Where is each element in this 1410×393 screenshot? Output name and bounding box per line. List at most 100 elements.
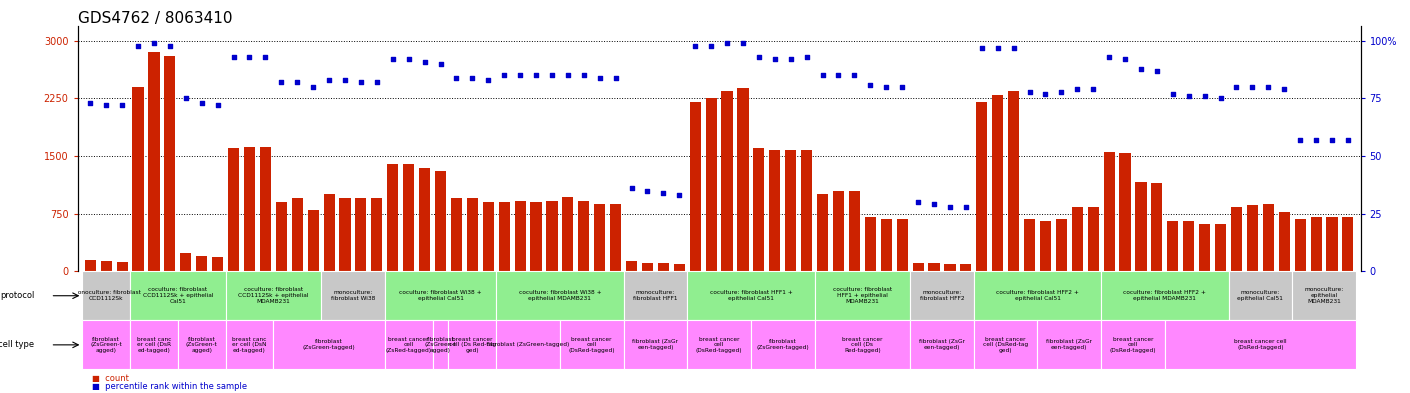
Point	[127, 42, 149, 49]
Bar	[928, 263, 939, 271]
Point	[828, 72, 850, 79]
Point	[1210, 95, 1232, 102]
Text: GSM1022351: GSM1022351	[565, 274, 571, 321]
Text: GSM1022401: GSM1022401	[1297, 274, 1303, 321]
Bar	[165, 56, 175, 271]
Point	[907, 199, 929, 205]
Bar	[226, 271, 321, 320]
Bar	[515, 200, 526, 271]
Bar	[323, 195, 334, 271]
Text: breast cancer
cell (DsRed-tag
ged): breast cancer cell (DsRed-tag ged)	[983, 336, 1028, 353]
Bar	[1279, 212, 1290, 271]
Point	[190, 100, 213, 106]
Text: GSM1022370: GSM1022370	[740, 274, 746, 321]
Text: coculture: fibroblast Wi38 +
epithelial MDAMB231: coculture: fibroblast Wi38 + epithelial …	[519, 290, 601, 301]
Point	[970, 45, 993, 51]
Bar	[467, 198, 478, 271]
Bar	[82, 320, 130, 369]
Point	[1225, 84, 1248, 90]
Text: GSM1022369: GSM1022369	[725, 274, 730, 321]
Point	[1114, 56, 1136, 62]
Point	[398, 56, 420, 62]
Bar	[403, 164, 415, 271]
Text: GSM1022326: GSM1022326	[103, 274, 109, 321]
Text: GSM1022336: GSM1022336	[310, 274, 316, 321]
Text: GSM1022377: GSM1022377	[915, 274, 921, 321]
Bar	[419, 167, 430, 271]
Bar	[689, 102, 701, 271]
Text: GSM1022386: GSM1022386	[994, 274, 1001, 321]
Bar	[1183, 221, 1194, 271]
Text: GSM1022375: GSM1022375	[836, 274, 842, 321]
Point	[429, 61, 451, 67]
Text: GSM1022335: GSM1022335	[295, 274, 300, 321]
Point	[780, 56, 802, 62]
Bar	[849, 191, 860, 271]
Bar	[130, 271, 226, 320]
Point	[1034, 91, 1056, 97]
Point	[1018, 88, 1041, 95]
Text: monoculture:
fibroblast HFF1: monoculture: fibroblast HFF1	[633, 290, 678, 301]
Point	[175, 95, 197, 102]
Point	[605, 75, 627, 81]
Bar	[563, 197, 574, 271]
Text: GSM1022363: GSM1022363	[756, 274, 761, 321]
Bar	[1215, 224, 1227, 271]
Point	[811, 72, 833, 79]
Point	[254, 54, 276, 60]
Bar	[1292, 271, 1356, 320]
Point	[79, 100, 102, 106]
Text: coculture: fibroblast
CCD1112Sk + epithelial
Cal51: coculture: fibroblast CCD1112Sk + epithe…	[142, 287, 213, 304]
Bar	[801, 150, 812, 271]
Point	[1304, 137, 1327, 143]
Text: GSM1022399: GSM1022399	[1265, 274, 1272, 321]
Text: GSM1022357: GSM1022357	[533, 274, 539, 321]
Bar	[1342, 217, 1354, 271]
Text: GSM1022354: GSM1022354	[612, 274, 619, 320]
Point	[859, 81, 881, 88]
Bar	[117, 262, 128, 271]
Text: coculture: fibroblast
CCD1112Sk + epithelial
MDAMB231: coculture: fibroblast CCD1112Sk + epithe…	[238, 287, 309, 304]
Point	[334, 77, 357, 83]
Bar	[448, 320, 496, 369]
Text: monoculture:
fibroblast Wi38: monoculture: fibroblast Wi38	[331, 290, 375, 301]
Bar	[1101, 320, 1165, 369]
Text: GSM1022391: GSM1022391	[1201, 274, 1207, 321]
Point	[1145, 68, 1167, 74]
Text: GSM1022333: GSM1022333	[166, 274, 173, 321]
Text: GSM1022397: GSM1022397	[1234, 274, 1239, 321]
Bar	[530, 202, 541, 271]
Bar	[321, 271, 385, 320]
Point	[509, 72, 532, 79]
Text: coculture: fibroblast
HFF1 + epithelial
MDAMB231: coculture: fibroblast HFF1 + epithelial …	[833, 287, 893, 304]
Point	[557, 72, 580, 79]
Text: GSM1022342: GSM1022342	[358, 274, 364, 320]
Point	[1193, 93, 1215, 99]
Text: GSM1022403: GSM1022403	[1330, 274, 1335, 321]
Text: GSM1022334: GSM1022334	[278, 274, 285, 321]
Point	[1081, 86, 1104, 92]
Text: GSM1022345: GSM1022345	[470, 274, 475, 320]
Text: GSM1022356: GSM1022356	[517, 274, 523, 321]
Point	[477, 77, 499, 83]
Text: fibroblast
(ZsGreen-t
agged): fibroblast (ZsGreen-t agged)	[424, 336, 457, 353]
Text: GSM1022329: GSM1022329	[199, 274, 204, 321]
Bar	[752, 320, 815, 369]
Bar	[881, 219, 893, 271]
Text: ■  count: ■ count	[92, 374, 128, 383]
Bar	[611, 204, 622, 271]
Bar	[1041, 221, 1050, 271]
Text: GSM1022383: GSM1022383	[1074, 274, 1080, 321]
Bar	[974, 271, 1101, 320]
Point	[317, 77, 340, 83]
Text: breast cancer
cell (Ds Red-tag
ged): breast cancer cell (Ds Red-tag ged)	[448, 336, 496, 353]
Point	[620, 185, 643, 191]
Point	[987, 45, 1010, 51]
Bar	[722, 91, 733, 271]
Point	[446, 75, 468, 81]
Bar	[816, 195, 828, 271]
Text: GSM1022387: GSM1022387	[1011, 274, 1017, 321]
Text: fibroblast
(ZsGreen-tagged): fibroblast (ZsGreen-tagged)	[756, 340, 809, 350]
Bar	[130, 320, 178, 369]
Text: breast cancer
cell
(DsRed-tagged): breast cancer cell (DsRed-tagged)	[568, 336, 615, 353]
